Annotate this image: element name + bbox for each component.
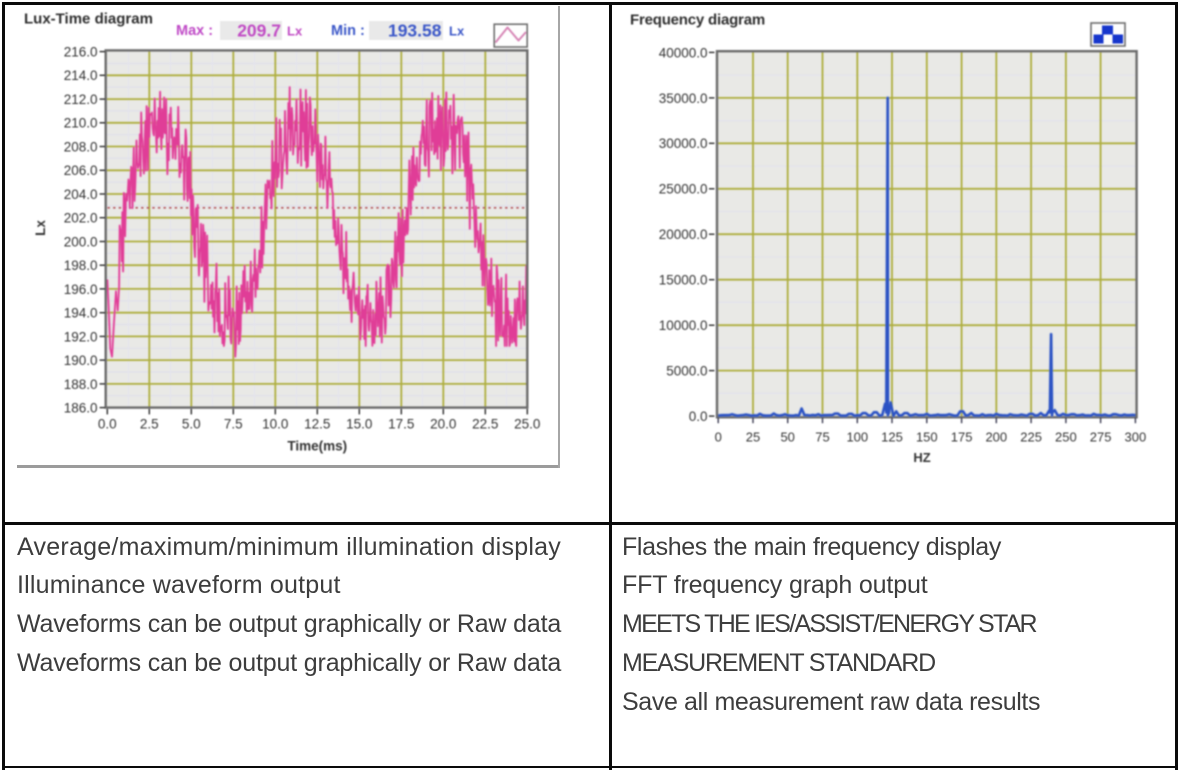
svg-text:225: 225: [1020, 430, 1042, 445]
svg-text:35000.0: 35000.0: [659, 91, 708, 106]
svg-text:194.0: 194.0: [64, 306, 98, 321]
svg-text:214.0: 214.0: [64, 68, 98, 83]
svg-text:15000.0: 15000.0: [659, 273, 708, 288]
svg-text:206.0: 206.0: [64, 163, 98, 178]
svg-text:20000.0: 20000.0: [659, 227, 708, 242]
svg-text:50: 50: [780, 430, 794, 445]
svg-text:0.0: 0.0: [98, 417, 117, 432]
svg-text:186.0: 186.0: [64, 401, 98, 416]
svg-text:300: 300: [1125, 430, 1147, 445]
svg-text:20.0: 20.0: [430, 417, 456, 432]
svg-text:200.0: 200.0: [64, 234, 98, 249]
svg-text:193.58: 193.58: [388, 21, 442, 41]
svg-text:209.7: 209.7: [237, 21, 281, 41]
svg-text:25000.0: 25000.0: [659, 182, 708, 197]
svg-text:Lx: Lx: [33, 220, 48, 236]
svg-text:202.0: 202.0: [64, 211, 98, 226]
svg-text:Min :: Min :: [331, 23, 365, 39]
svg-text:204.0: 204.0: [64, 187, 98, 202]
svg-text:17.5: 17.5: [388, 417, 414, 432]
svg-text:198.0: 198.0: [64, 258, 98, 273]
svg-text:190.0: 190.0: [64, 353, 98, 368]
svg-text:188.0: 188.0: [64, 377, 98, 392]
svg-text:30000.0: 30000.0: [659, 136, 708, 151]
svg-text:5.0: 5.0: [182, 417, 201, 432]
svg-text:216.0: 216.0: [64, 45, 98, 60]
svg-text:Lx: Lx: [449, 24, 465, 39]
svg-text:Max :: Max :: [176, 23, 213, 39]
svg-text:Time(ms): Time(ms): [287, 439, 347, 454]
svg-text:40000.0: 40000.0: [659, 45, 708, 60]
svg-text:22.5: 22.5: [472, 417, 498, 432]
svg-text:212.0: 212.0: [64, 92, 98, 107]
svg-text:250: 250: [1055, 430, 1077, 445]
svg-text:HZ: HZ: [913, 450, 930, 465]
svg-text:75: 75: [815, 430, 829, 445]
svg-text:Lux-Time diagram: Lux-Time diagram: [24, 11, 153, 28]
svg-text:100: 100: [846, 430, 868, 445]
svg-text:Lx: Lx: [287, 24, 303, 39]
svg-text:15.0: 15.0: [346, 417, 372, 432]
svg-text:192.0: 192.0: [64, 329, 98, 344]
svg-text:208.0: 208.0: [64, 139, 98, 154]
svg-text:12.5: 12.5: [304, 417, 330, 432]
svg-text:125: 125: [881, 430, 903, 445]
svg-text:5000.0: 5000.0: [666, 364, 707, 379]
svg-text:10000.0: 10000.0: [659, 318, 708, 333]
svg-text:275: 275: [1090, 430, 1112, 445]
svg-text:10.0: 10.0: [262, 417, 288, 432]
svg-text:25.0: 25.0: [514, 417, 540, 432]
svg-text:200: 200: [985, 430, 1007, 445]
svg-text:175: 175: [951, 430, 973, 445]
svg-text:0.0: 0.0: [689, 409, 708, 424]
svg-text:210.0: 210.0: [64, 116, 98, 131]
svg-text:0: 0: [715, 430, 722, 445]
svg-text:150: 150: [916, 430, 938, 445]
svg-text:7.5: 7.5: [224, 417, 243, 432]
svg-text:Frequency diagram: Frequency diagram: [630, 12, 765, 29]
svg-text:25: 25: [746, 430, 760, 445]
svg-text:196.0: 196.0: [64, 282, 98, 297]
svg-text:2.5: 2.5: [140, 417, 159, 432]
